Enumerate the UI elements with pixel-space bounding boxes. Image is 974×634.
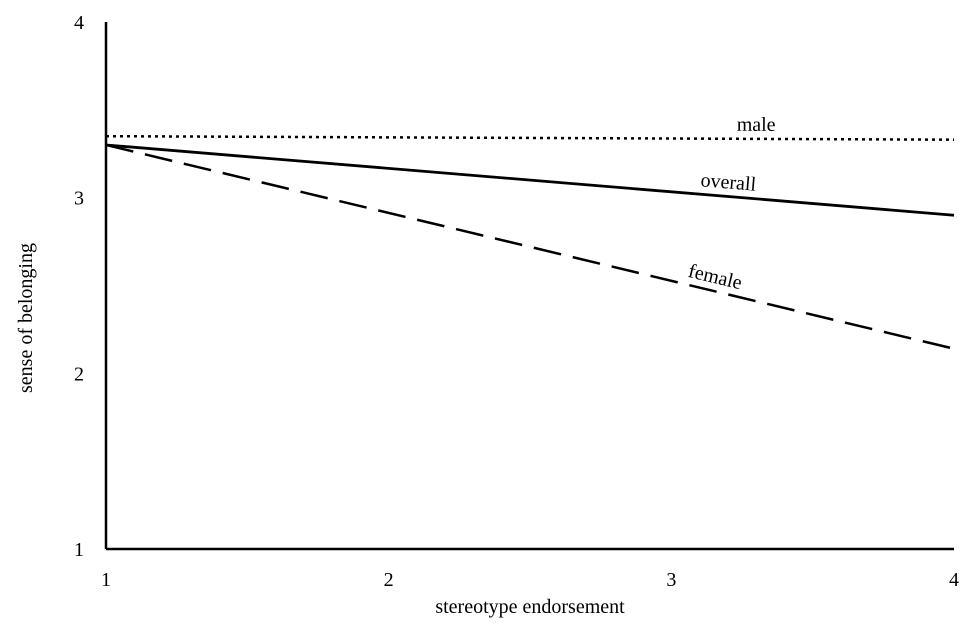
x-tick-label: 3: [666, 569, 676, 591]
x-tick-labels: 1 2 3 4: [101, 569, 959, 591]
x-tick-label: 4: [949, 569, 959, 591]
y-tick-labels: 1 2 3 4: [74, 12, 84, 561]
y-axis-title: sense of belonging: [15, 243, 37, 393]
series-line-overall: [105, 143, 955, 217]
series-label-overall: overall: [700, 169, 758, 196]
x-tick-label: 2: [384, 569, 394, 591]
x-tick-label: 1: [101, 569, 111, 591]
y-tick-label: 1: [74, 539, 84, 561]
series-line-male: [105, 134, 955, 141]
series-label-male: male: [737, 114, 776, 136]
plot-lines: [105, 134, 955, 350]
y-tick-label: 2: [74, 363, 84, 385]
series-labels: male overall female: [686, 114, 776, 294]
series-line-female: [105, 143, 955, 350]
y-tick-label: 4: [74, 12, 84, 34]
x-axis-title: stereotype endorsement: [435, 596, 625, 618]
y-tick-label: 3: [74, 188, 84, 210]
series-label-female: female: [686, 260, 744, 294]
